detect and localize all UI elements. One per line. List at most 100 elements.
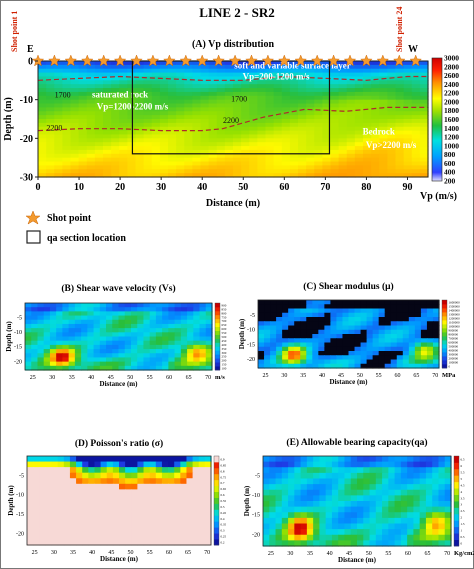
vp-cell	[200, 142, 210, 147]
vp-cell	[363, 68, 372, 74]
vp-cell	[176, 72, 185, 78]
vp-cell	[168, 68, 177, 74]
field-cell	[275, 495, 283, 502]
sigma-cell	[63, 511, 71, 518]
vp-cell	[363, 169, 372, 174]
vp-cell	[338, 72, 348, 78]
field-cell	[402, 338, 410, 344]
sigma-cell	[100, 467, 108, 474]
vp-cell	[208, 95, 218, 101]
field-cell	[375, 523, 383, 530]
field-cell	[306, 472, 314, 480]
sigma-cell	[186, 483, 194, 490]
field-cell	[74, 336, 82, 342]
vp-cell	[135, 146, 145, 151]
vp-cell	[330, 126, 340, 132]
vp-cell	[289, 149, 299, 155]
x-tick-label: 20	[115, 182, 125, 193]
field-cell	[319, 540, 327, 547]
field-cell	[338, 495, 346, 502]
vp-cell	[354, 173, 364, 178]
sigma-cell	[204, 500, 212, 507]
field-cell	[312, 342, 319, 348]
field-cell	[414, 351, 422, 356]
vp-cell	[379, 149, 388, 155]
field-cell	[130, 319, 138, 325]
vp-cell	[257, 134, 267, 139]
y-tick-label: 0	[28, 57, 33, 68]
field-cell	[378, 334, 386, 339]
field-cell	[205, 315, 213, 321]
vp-cell	[298, 103, 307, 108]
vp-cell	[322, 72, 332, 78]
sigma-cell	[174, 517, 181, 524]
vp-cell	[135, 84, 145, 89]
sigma-cell	[125, 494, 132, 502]
field-cell	[205, 340, 213, 346]
vp-cell	[111, 72, 120, 78]
field-cell	[372, 325, 380, 331]
field-cell	[143, 311, 151, 317]
field-cell	[338, 517, 346, 525]
vp-cell	[192, 173, 202, 178]
vp-cell	[70, 103, 80, 108]
field-cell	[372, 308, 380, 314]
sigma-cell	[100, 500, 108, 507]
sigma-cell	[137, 522, 145, 529]
vp-cell	[387, 107, 397, 112]
field-cell	[300, 329, 307, 335]
vp-cell	[103, 142, 112, 147]
field-cell	[87, 332, 95, 338]
vp-cell	[168, 149, 177, 155]
sigma-cell	[186, 461, 194, 468]
field-cell	[408, 334, 416, 339]
vp-cell	[419, 68, 429, 74]
vp-cell	[298, 68, 307, 74]
field-cell	[281, 478, 289, 485]
contour-1700-0	[37, 75, 428, 81]
vp-cell	[257, 142, 267, 147]
vp-cell	[322, 122, 332, 128]
vp-cell	[363, 146, 372, 151]
field-cell	[149, 353, 157, 359]
field-cell	[338, 472, 346, 480]
field-cell	[118, 357, 126, 363]
field-cell	[87, 319, 95, 325]
vp-cell	[330, 130, 340, 136]
field-cell	[25, 315, 32, 321]
field-cell	[25, 344, 32, 350]
vp-cell	[265, 107, 275, 112]
field-cell	[68, 332, 76, 338]
colorbar-swatch	[215, 358, 220, 363]
sigma-cell	[106, 528, 114, 535]
field-cell	[369, 529, 377, 536]
vp-cell	[111, 119, 120, 124]
sigma-cell	[39, 539, 46, 546]
field-cell	[414, 346, 422, 352]
vp-cell	[265, 91, 275, 97]
field-cell	[130, 307, 138, 312]
field-cell	[408, 308, 416, 314]
vp-cell	[159, 76, 169, 81]
field-cell	[258, 304, 265, 310]
vp-cell	[86, 134, 96, 139]
field-cell	[112, 365, 120, 371]
vp-cell	[119, 88, 128, 93]
sigma-cell	[168, 511, 175, 518]
sigma-cell	[192, 539, 200, 546]
vp-cell	[371, 130, 380, 136]
field-cell	[87, 323, 95, 329]
vp-cell	[192, 157, 202, 163]
vp-cell	[265, 95, 275, 101]
colorbar-tick-label: 1300000	[449, 313, 461, 317]
vp-cell	[403, 130, 413, 136]
field-cell	[282, 334, 289, 339]
vp-cell	[70, 134, 80, 139]
field-cell	[407, 529, 414, 536]
vp-cell	[346, 84, 356, 89]
field-cell	[360, 359, 368, 365]
vp-cell	[346, 122, 356, 128]
vp-cell	[62, 95, 72, 101]
vp-cell	[306, 95, 315, 101]
field-cell	[319, 501, 327, 508]
